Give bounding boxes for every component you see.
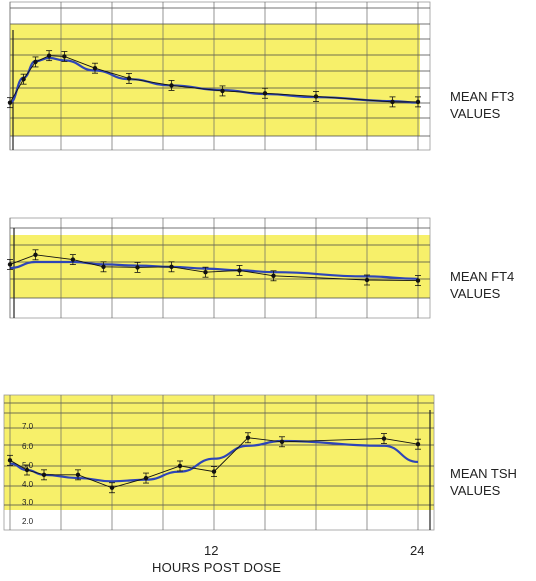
tsh-data-point — [75, 472, 81, 478]
tsh-data-point — [24, 467, 30, 473]
ft3-data-point — [262, 91, 268, 96]
x-axis-title: HOURS POST DOSE — [152, 560, 282, 575]
ft3-reference-band — [10, 24, 420, 136]
tsh-ytick-label: 3.0 — [22, 498, 34, 507]
tsh-panel — [3, 394, 435, 531]
ft3-label-line2: VALUES — [450, 106, 501, 121]
ft4-panel — [7, 217, 431, 319]
ft4-data-point — [271, 273, 276, 278]
ft3-data-point — [415, 99, 421, 105]
ft4-data-point — [169, 264, 174, 269]
tsh-ytick-label: 6.0 — [22, 442, 34, 451]
tsh-series-line — [9, 437, 419, 489]
tsh-data-point — [415, 441, 421, 447]
tsh-ytick-label: 7.0 — [22, 422, 34, 431]
ft3-data-point — [220, 88, 225, 94]
ft3-data-point — [46, 53, 52, 58]
ft3-data-point — [21, 76, 26, 82]
tsh-data-point — [381, 436, 387, 441]
ft3-data-point — [169, 83, 174, 88]
ft3-panel — [7, 1, 431, 151]
ft4-label-line2: VALUES — [450, 286, 501, 301]
x-tick-label-12: 12 — [204, 543, 219, 558]
ft4-reference-band — [10, 235, 430, 298]
ft3-data-point — [390, 99, 395, 105]
x-tick-label-24: 24 — [410, 543, 425, 558]
ft4-data-point — [203, 270, 208, 275]
tsh-label-line2: VALUES — [450, 483, 501, 498]
ft3-data-point — [33, 59, 38, 65]
tsh-data-point — [279, 439, 285, 444]
tsh-ytick-label: 5.0 — [22, 461, 34, 470]
tsh-data-point — [109, 485, 115, 490]
ft4-data-point — [101, 264, 106, 269]
ft3-data-point — [313, 94, 319, 99]
tsh-reference-band — [4, 395, 434, 510]
tsh-data-point — [177, 463, 183, 469]
tsh-label-line1: MEAN TSH — [450, 466, 517, 481]
tsh-ytick-label: 4.0 — [22, 480, 34, 489]
ft4-data-point — [135, 265, 140, 270]
ft3-data-point — [62, 54, 67, 59]
tsh-ytick-label: 2.0 — [22, 517, 34, 526]
ft3-label-line1: MEAN FT3 — [450, 89, 515, 104]
ft4-data-point — [33, 252, 38, 257]
ft4-data-point — [364, 277, 370, 283]
tsh-data-point — [245, 435, 251, 440]
tsh-data-point — [211, 469, 217, 474]
tsh-frame — [3, 394, 435, 531]
ft4-data-point — [70, 257, 76, 262]
ft4-data-point — [237, 268, 242, 273]
ft4-data-point — [415, 278, 421, 283]
ft3-data-point — [126, 76, 132, 81]
ft4-data-point — [7, 262, 13, 267]
tsh-data-point — [7, 458, 13, 463]
tsh-data-point — [143, 475, 149, 481]
ft4-label-line1: MEAN FT4 — [450, 269, 515, 284]
ft3-data-point — [7, 100, 13, 105]
tsh-data-point — [41, 472, 47, 478]
ft3-data-point — [92, 66, 98, 71]
